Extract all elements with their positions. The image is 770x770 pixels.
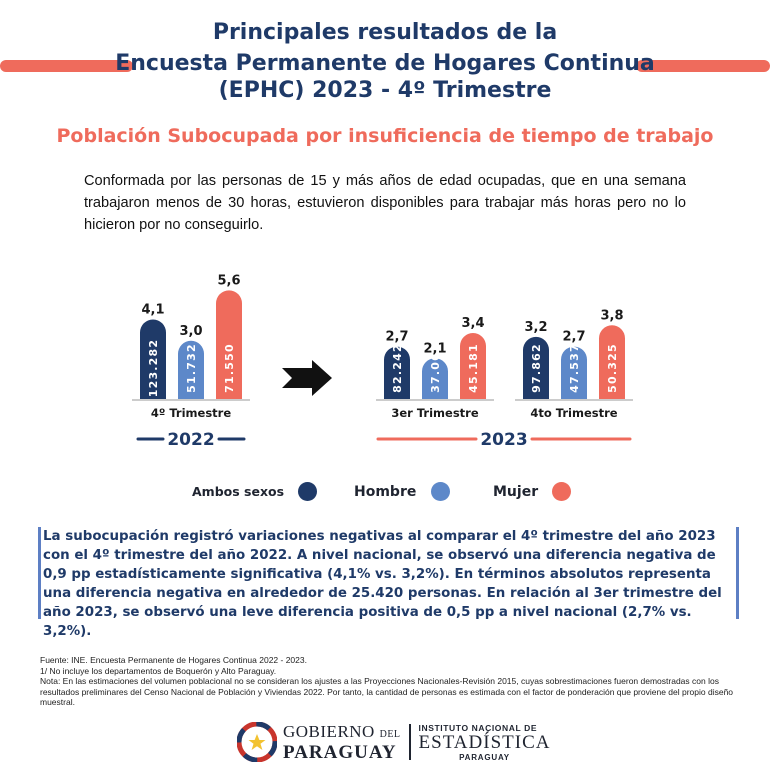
bar-2023-0-2 [460, 333, 486, 399]
gobierno-wordmark: GOBIERNO DEL PARAGUAY [283, 723, 401, 762]
value-label-2023-1-1: 2,7 [562, 330, 585, 345]
legend-ambos-dot [298, 482, 318, 501]
header-line-1: Principales resultados de la [212, 20, 558, 45]
legend-ambos-label: Ambos sexos [192, 484, 285, 499]
chart-2022: 4,1 123.282 3,0 51.732 5,6 71.550 4º Trimestre… [132, 273, 250, 450]
value-label-2022-0-1: 3,0 [179, 324, 202, 339]
bar-2023-1-2 [599, 325, 625, 399]
bar-2022-0-2 [216, 290, 242, 399]
count-label-2023-1-1: 47.537 [568, 343, 581, 393]
header-decoration-right [636, 60, 770, 72]
bar-2023-0-0 [384, 346, 410, 399]
bar-2023-1-0 [523, 336, 549, 399]
category-label-2023-1: 4to Trimestre [530, 406, 617, 420]
count-label-2022-0-0: 123.282 [147, 339, 160, 398]
header-line-2: Encuesta Permanente de Hogares Continua [115, 51, 655, 76]
count-label-2023-0-0: 82.242 [391, 343, 404, 393]
source-line-3: Nota: En las estimaciones del volumen po… [40, 676, 734, 708]
analysis-text: La subocupación registró variaciones neg… [43, 529, 722, 639]
ine-top-text: INSTITUTO NACIONAL DE [418, 722, 538, 733]
source-notes: Fuente: INE. Encuesta Permanente de Hoga… [40, 655, 740, 708]
legend-ambos: Ambos sexos [192, 482, 318, 501]
value-label-2023-0-2: 3,4 [461, 316, 484, 331]
count-label-2023-1-2: 50.325 [606, 343, 619, 393]
paraguay-seal-icon [237, 722, 277, 762]
section-subtitle: Población Subocupada por insuficiencia d… [56, 125, 714, 147]
value-label-2023-0-0: 2,7 [385, 330, 408, 345]
bar-2022-0-0 [140, 319, 166, 399]
analysis-box: La subocupación registró variaciones neg… [38, 527, 739, 639]
footer-logos: GOBIERNO DEL PARAGUAY INSTITUTO NACIONAL… [237, 722, 550, 762]
legend-hombre-dot [431, 482, 451, 501]
legend-mujer-dot [552, 482, 572, 501]
charts-svg: 4,1 123.282 3,0 51.732 5,6 71.550 4º Trimestre… [132, 273, 633, 450]
legend-hombre-label: Hombre [354, 483, 417, 500]
year-label-2022: 2022 [167, 430, 214, 450]
definition-text: Conformada por las personas de 15 y más … [84, 173, 686, 233]
ine-wordmark: INSTITUTO NACIONAL DE ESTADÍSTICA PARAGU… [419, 723, 551, 762]
legend-mujer: Mujer [493, 482, 572, 501]
ine-bottom-text: PARAGUAY [459, 752, 510, 762]
count-label-2022-0-1: 51.732 [185, 343, 198, 393]
count-label-2023-0-1: 37.062 [429, 343, 442, 393]
year-label-2023: 2023 [480, 430, 527, 450]
count-label-2023-0-2: 45.181 [467, 343, 480, 393]
arrow-icon [282, 360, 332, 396]
logo-separator [408, 724, 411, 760]
count-label-2022-0-2: 71.550 [223, 343, 236, 393]
bar-2023-0-1 [422, 358, 448, 399]
legend-mujer-label: Mujer [493, 483, 539, 500]
bar-2023-1-1 [561, 346, 587, 399]
bar-2022-0-1 [178, 340, 204, 399]
source-line-1: Fuente: INE. Encuesta Permanente de Hoga… [40, 655, 307, 665]
category-label-2022-0: 4º Trimestre [151, 406, 231, 420]
header-line-3: (EPHC) 2023 - 4º Trimestre [218, 78, 552, 103]
value-label-2023-0-1: 2,1 [423, 341, 446, 356]
gobierno-text: GOBIERNO [283, 721, 375, 741]
source-line-2: 1/ No incluye los departamentos de Boque… [40, 665, 277, 676]
value-label-2022-0-0: 4,1 [141, 302, 164, 317]
ine-mid-text: ESTADÍSTICA [418, 731, 551, 753]
legend-hombre: Hombre [354, 482, 451, 501]
value-label-2022-0-2: 5,6 [217, 273, 240, 288]
del-text: DEL [379, 728, 401, 740]
count-label-2023-1-0: 97.862 [530, 343, 543, 393]
value-label-2023-1-2: 3,8 [600, 308, 623, 323]
value-label-2023-1-0: 3,2 [524, 320, 547, 335]
paraguay-text: PARAGUAY [283, 741, 397, 763]
header-decoration-left [0, 60, 133, 72]
category-label-2023-0: 3er Trimestre [391, 406, 478, 420]
